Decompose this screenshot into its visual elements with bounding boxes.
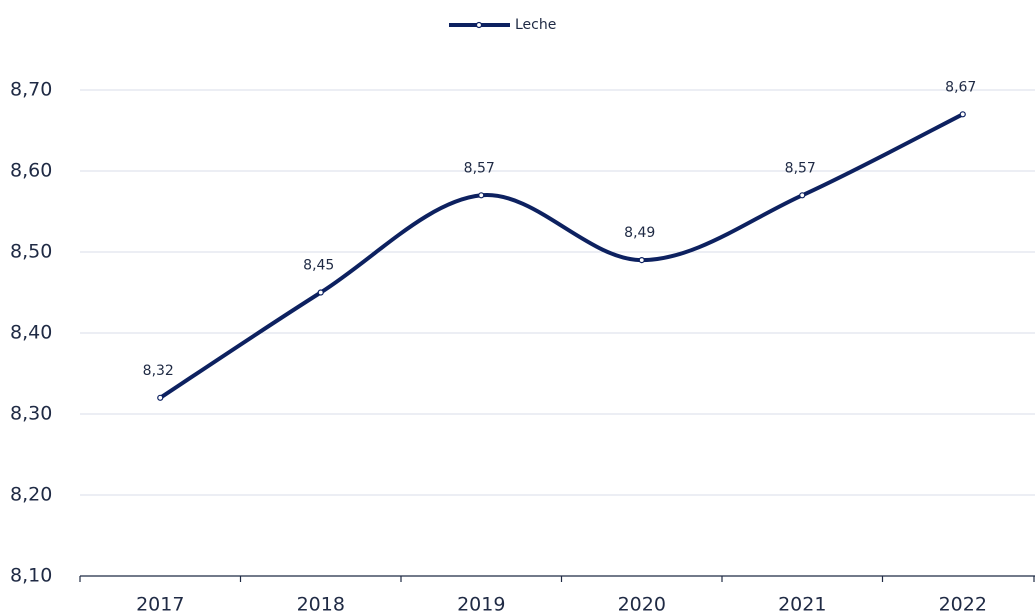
y-tick-label: 8,40 — [10, 322, 52, 344]
y-tick-label: 8,30 — [10, 403, 52, 425]
point — [799, 192, 806, 199]
y-tick-label: 8,10 — [10, 565, 52, 587]
x-tick-label: 2020 — [618, 594, 666, 615]
point — [157, 394, 164, 401]
data-label: 8,49 — [624, 225, 655, 241]
data-label: 8,67 — [945, 79, 976, 95]
point — [317, 289, 324, 296]
data-label: 8,45 — [303, 258, 334, 274]
series-line — [158, 112, 965, 400]
data-label: 8,57 — [785, 160, 816, 176]
y-tick-label: 8,60 — [10, 160, 52, 182]
y-tick-label: 8,50 — [10, 241, 52, 263]
x-tick-label: 2022 — [939, 594, 987, 615]
legend-marker — [475, 21, 483, 29]
y-tick-label: 8,70 — [10, 79, 52, 101]
x-tick-label: 2019 — [457, 594, 505, 615]
x-tick-label: 2018 — [297, 594, 345, 615]
data-label: 8,57 — [464, 160, 495, 176]
point — [638, 257, 645, 264]
legend-label: Leche — [515, 17, 556, 33]
x-tick-label: 2021 — [778, 594, 826, 615]
data-label: 8,32 — [143, 363, 174, 379]
point — [478, 192, 485, 199]
point — [959, 111, 966, 118]
y-tick-label: 8,20 — [10, 484, 52, 506]
x-tick-label: 2017 — [136, 594, 184, 615]
